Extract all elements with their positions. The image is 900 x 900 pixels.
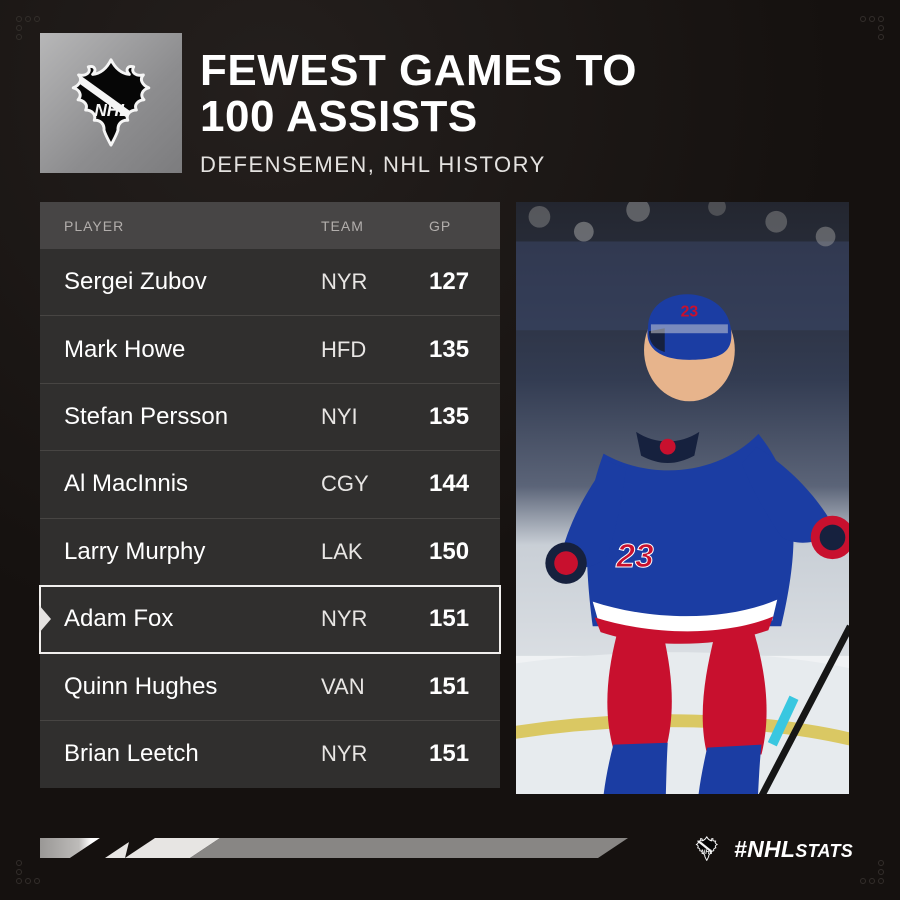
svg-text:NHL: NHL [94, 100, 129, 120]
svg-text:23: 23 [681, 303, 699, 320]
svg-text:23: 23 [615, 538, 654, 575]
